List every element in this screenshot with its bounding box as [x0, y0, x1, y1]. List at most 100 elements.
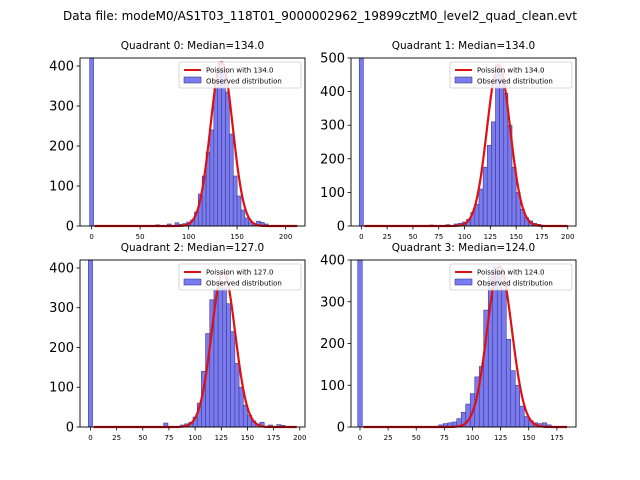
histogram-bar — [230, 331, 236, 428]
histogram-bar — [234, 363, 240, 428]
y-tick-label: 100 — [49, 180, 74, 195]
histogram-bar — [486, 145, 492, 227]
x-tick-label: 200 — [561, 233, 574, 241]
x-tick-label: 0 — [89, 233, 93, 241]
histogram-bar — [514, 384, 521, 428]
x-tick-label: 125 — [215, 434, 228, 442]
histogram-bar — [213, 87, 219, 227]
histogram-bar — [501, 288, 507, 428]
x-tick-label: 50 — [412, 434, 421, 442]
x-tick-label: 100 — [182, 233, 195, 241]
subplot-title: Quadrant 0: Median=134.0 — [121, 40, 264, 52]
legend-label: Observed distribution — [206, 280, 282, 288]
histogram-bar — [232, 175, 238, 227]
histogram-bar — [478, 188, 484, 227]
x-tick-label: 150 — [230, 233, 243, 241]
y-tick-label: 200 — [320, 337, 345, 352]
x-tick-label: 175 — [267, 434, 280, 442]
y-tick-label: 300 — [320, 295, 345, 310]
histogram-bar — [209, 129, 215, 227]
legend-label: Observed distribution — [477, 280, 553, 288]
subplot-title: Quadrant 2: Median=127.0 — [121, 242, 264, 254]
histogram-bar — [225, 91, 230, 227]
histogram-bar — [236, 195, 242, 227]
y-tick-label: 400 — [320, 85, 345, 100]
x-tick-label: 150 — [522, 434, 535, 442]
legend-label: Observed distribution — [206, 78, 282, 86]
axes-frame — [350, 57, 577, 227]
y-tick-label: 400 — [49, 60, 74, 75]
x-tick-label: 25 — [383, 233, 392, 241]
legend-bar-swatch — [454, 278, 473, 286]
y-tick-label: 300 — [49, 100, 74, 115]
axes-frame — [79, 259, 306, 428]
x-tick-label: 125 — [484, 233, 497, 241]
histogram-bar — [495, 64, 500, 227]
subplot-title: Quadrant 1: Median=134.0 — [392, 40, 535, 52]
figure-suptitle: Data file: modeM0/AS1T03_118T01_90000029… — [63, 9, 577, 23]
x-tick-label: 200 — [279, 233, 292, 241]
legend-bar-swatch — [183, 76, 202, 84]
legend: Poission with 134.0 Observed distribution — [178, 61, 302, 89]
legend: Poission with 124.0 Observed distribution — [449, 263, 573, 291]
histogram-bar — [88, 259, 93, 428]
y-tick-label: 0 — [337, 220, 345, 235]
x-tick-label: 200 — [293, 434, 306, 442]
legend-box — [178, 61, 302, 89]
x-tick-label: 75 — [440, 434, 449, 442]
histogram-bar — [222, 287, 227, 428]
x-tick-label: 0 — [359, 233, 363, 241]
legend-label: Poission with 124.0 — [477, 269, 545, 277]
x-tick-label: 50 — [138, 434, 147, 442]
x-tick-label: 175 — [550, 434, 563, 442]
poisson-fit-line — [93, 270, 297, 429]
x-tick-label: 100 — [466, 434, 479, 442]
histogram-bar — [240, 209, 246, 227]
legend-label: Observed distribution — [477, 78, 553, 86]
legend-label: Poission with 134.0 — [206, 67, 274, 75]
histogram-bar — [226, 303, 231, 428]
poisson-fit-line — [364, 63, 568, 228]
y-tick-label: 100 — [49, 381, 74, 396]
histogram-bar — [505, 339, 512, 428]
y-tick-label: 300 — [49, 301, 74, 316]
subplot-title: Quadrant 3: Median=124.0 — [392, 242, 535, 254]
axes-frame — [79, 57, 306, 227]
y-tick-label: 0 — [66, 220, 74, 235]
histogram-bar — [89, 57, 94, 227]
y-tick-label: 400 — [320, 254, 345, 269]
histogram-bar — [221, 67, 226, 227]
histogram-bar — [238, 386, 244, 428]
x-tick-label: 100 — [188, 434, 201, 442]
histogram-bar — [358, 57, 364, 227]
x-tick-label: 50 — [408, 233, 417, 241]
y-tick-label: 200 — [49, 140, 74, 155]
y-tick-label: 300 — [320, 119, 345, 134]
y-tick-label: 500 — [320, 52, 345, 67]
legend-label: Poission with 134.0 — [477, 67, 545, 75]
subplot-quadrant-3: 0 25 50 75 100 125 150 175 0 100 200 300 400 Quadrant… — [320, 242, 577, 442]
y-tick-label: 200 — [320, 152, 345, 167]
legend-label: Poission with 127.0 — [206, 269, 274, 277]
x-tick-label: 150 — [241, 434, 254, 442]
x-tick-label: 75 — [434, 233, 443, 241]
histogram-bar — [510, 370, 516, 428]
x-tick-label: 150 — [509, 233, 522, 241]
x-tick-label: 0 — [358, 434, 362, 442]
x-tick-label: 75 — [164, 434, 173, 442]
histogram-bar — [244, 217, 250, 227]
legend-box — [449, 263, 573, 291]
histogram-bar — [357, 259, 363, 428]
y-tick-label: 100 — [320, 379, 345, 394]
y-tick-label: 0 — [337, 421, 345, 436]
legend-bar-swatch — [454, 76, 473, 84]
x-tick-label: 0 — [88, 434, 92, 442]
subplot-quadrant-1: 0 25 50 75 100 125 150 175 200 0 100 200 300 400 500 Qu… — [320, 40, 577, 241]
subplot-quadrant-2: 0 25 50 75 100 125 150 175 200 0 100 200 300 400 Quadr… — [49, 242, 306, 442]
y-tick-label: 0 — [66, 421, 74, 436]
legend-box — [178, 263, 302, 291]
histogram-bar — [229, 133, 234, 227]
histogram-bar — [482, 166, 488, 227]
x-tick-label: 125 — [494, 434, 507, 442]
